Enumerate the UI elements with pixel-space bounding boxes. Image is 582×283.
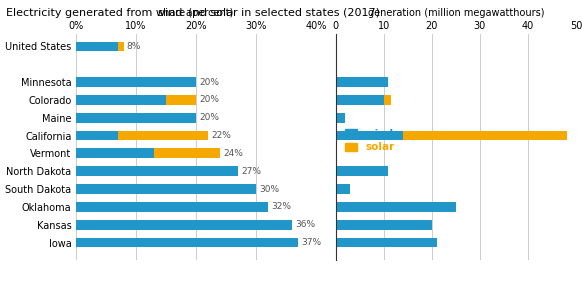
Bar	[336, 131, 403, 140]
Bar	[76, 113, 196, 123]
Bar	[76, 184, 256, 194]
Bar	[336, 238, 436, 247]
Bar	[76, 149, 154, 158]
Bar	[76, 95, 166, 105]
Bar	[336, 166, 388, 176]
Text: 20%: 20%	[199, 78, 219, 87]
Text: 20%: 20%	[199, 113, 219, 122]
Legend: wind, solar: wind, solar	[340, 125, 399, 157]
Bar	[336, 220, 432, 230]
Bar	[76, 131, 118, 140]
Text: 22%: 22%	[211, 131, 231, 140]
Bar	[76, 202, 268, 212]
X-axis label: share (percent): share (percent)	[158, 8, 233, 18]
Text: 20%: 20%	[199, 95, 219, 104]
Text: 8%: 8%	[127, 42, 141, 51]
Bar	[336, 77, 388, 87]
Bar	[336, 149, 337, 158]
Text: 32%: 32%	[271, 202, 291, 211]
Bar	[76, 166, 238, 176]
Bar	[336, 95, 384, 105]
Bar	[118, 42, 124, 51]
Bar	[384, 95, 391, 105]
Text: 24%: 24%	[223, 149, 243, 158]
Text: 27%: 27%	[241, 167, 261, 176]
Bar	[76, 220, 292, 230]
Text: Electricity generated from wind and solar in selected states (2017): Electricity generated from wind and sola…	[6, 8, 380, 18]
Bar	[76, 238, 298, 247]
Bar	[336, 184, 350, 194]
Text: 30%: 30%	[259, 185, 279, 194]
Bar	[154, 149, 220, 158]
Text: 37%: 37%	[301, 238, 321, 247]
Bar	[166, 95, 196, 105]
Bar	[76, 77, 196, 87]
Bar	[118, 131, 208, 140]
X-axis label: generation (million megawatthours): generation (million megawatthours)	[368, 8, 544, 18]
Bar	[76, 42, 118, 51]
Bar	[403, 131, 566, 140]
Bar	[336, 202, 456, 212]
Text: 36%: 36%	[295, 220, 315, 229]
Bar	[336, 113, 345, 123]
